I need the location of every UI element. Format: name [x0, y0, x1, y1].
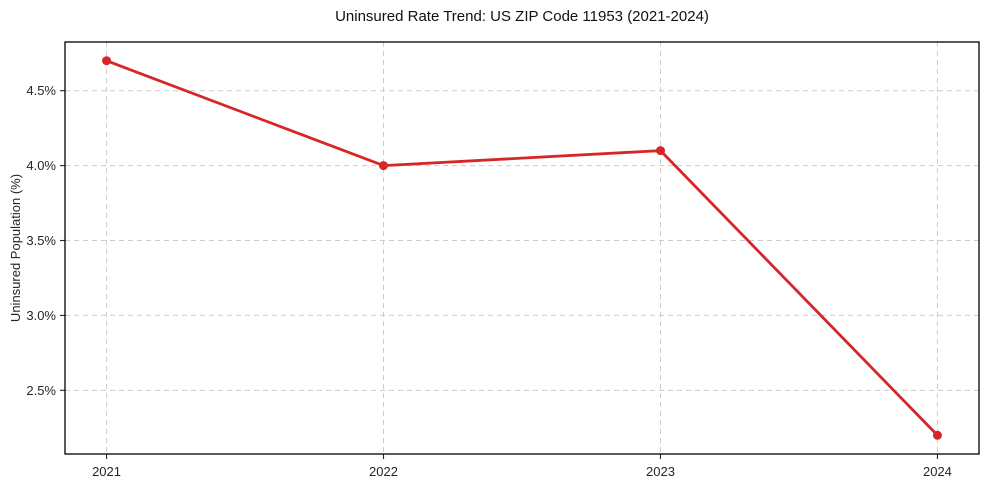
y-tick-label: 4.5% — [26, 83, 56, 98]
data-point — [932, 430, 942, 440]
series-layer — [102, 56, 942, 440]
data-point — [379, 161, 389, 171]
chart-title: Uninsured Rate Trend: US ZIP Code 11953 … — [335, 8, 709, 25]
y-tick-label: 2.5% — [26, 383, 56, 398]
x-tick-label: 2021 — [92, 464, 121, 479]
plot-border — [64, 41, 980, 455]
y-axis-label: Uninsured Population (%) — [8, 174, 23, 322]
x-tick-label: 2023 — [646, 464, 675, 479]
data-point — [102, 56, 112, 66]
x-tick-label: 2022 — [369, 464, 398, 479]
y-tick-label: 4.0% — [26, 158, 56, 173]
tick-label-layer: 2.5% 3.0% 3.5% 4.0% 4.5% 2021 2022 2023 2024 — [26, 83, 952, 479]
y-tick-label: 3.0% — [26, 308, 56, 323]
grid-layer — [65, 42, 979, 454]
tick-layer — [60, 90, 939, 459]
y-tick-label: 3.5% — [26, 233, 56, 248]
x-tick-label: 2024 — [923, 464, 952, 479]
data-point — [655, 146, 665, 156]
trend-line — [105, 59, 939, 437]
